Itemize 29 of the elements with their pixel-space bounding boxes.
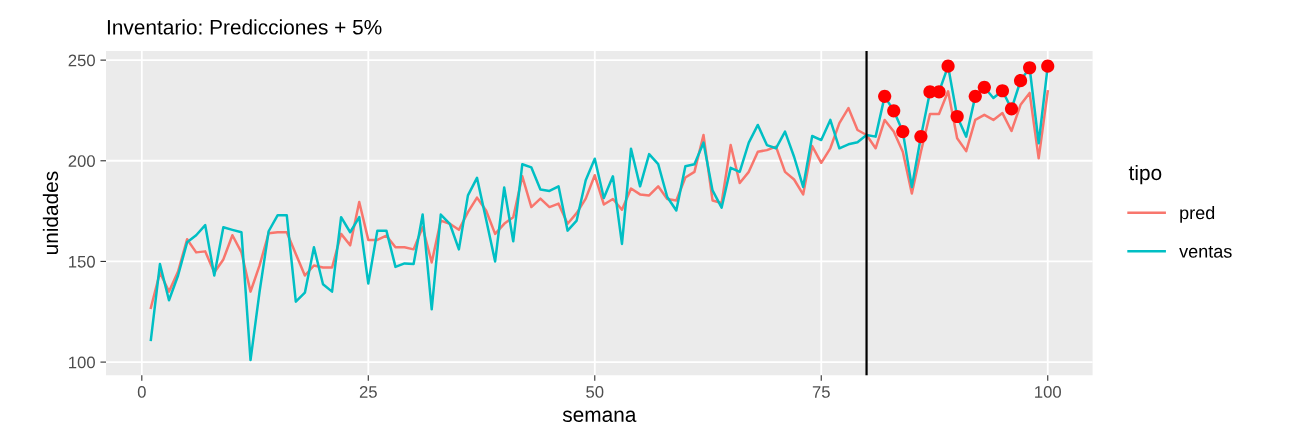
legend-label: ventas [1179, 245, 1232, 258]
point [950, 109, 964, 124]
x-axis-title: semana [562, 410, 637, 422]
y-tick-label: 200 [68, 155, 95, 167]
y-tick-label: 250 [68, 54, 95, 67]
x-tick-label: 75 [812, 386, 830, 398]
point [1013, 74, 1028, 88]
legend-label: pred [1180, 206, 1215, 223]
y-axis-title: unidades [42, 171, 59, 255]
point [995, 84, 1010, 98]
point [1004, 102, 1019, 116]
point [1023, 61, 1037, 75]
x-tick-label: 50 [586, 386, 604, 398]
x-tick-label: 0 [137, 386, 146, 398]
point [932, 85, 946, 99]
y-tick-label: 150 [69, 255, 95, 268]
point [878, 89, 892, 103]
point [887, 104, 901, 118]
x-tick-label: 25 [359, 386, 377, 398]
y-tick-label: 100 [69, 356, 95, 369]
point [896, 125, 910, 139]
point [968, 89, 982, 103]
chart-title: Inventario: Predicciones + 5% [107, 19, 382, 35]
point [914, 130, 928, 144]
point [941, 59, 955, 73]
legend-title: tipo [1128, 164, 1162, 185]
point [977, 80, 991, 94]
point [1041, 59, 1055, 73]
x-tick-label: 100 [1035, 386, 1061, 398]
